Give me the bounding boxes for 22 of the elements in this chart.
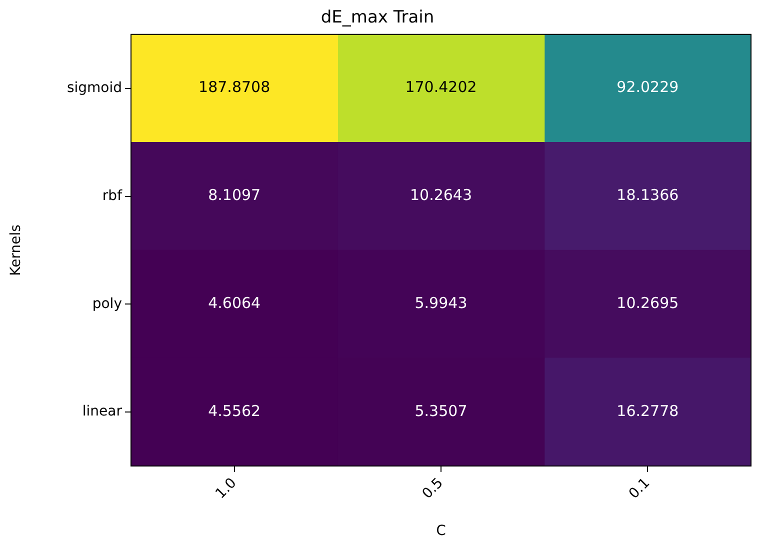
data-label: 5.3507 [414,402,468,420]
data-label: 187.8708 [198,78,270,96]
data-label: 16.2778 [616,402,679,420]
data-label: 10.2643 [410,186,472,204]
data-label: 4.5562 [208,402,261,420]
x-axis-title: C [436,523,446,540]
y-tick-label: poly [92,296,122,312]
y-tick-label: rbf [102,188,124,204]
y-tick-label: sigmoid [66,80,122,96]
data-label: 8.1097 [208,186,261,204]
y-tick-label: linear [82,404,122,420]
y-axis-title: Kernels [8,224,24,276]
data-label: 92.0229 [616,78,679,96]
chart-title: dE_max Train [320,8,434,28]
x-tick-label: 0.1 [626,475,654,502]
data-label: 170.4202 [405,78,477,96]
x-tick-label: 0.5 [419,475,446,502]
data-label: 10.2695 [616,294,679,312]
data-label: 4.6064 [208,294,261,312]
data-label: 5.9943 [414,294,468,312]
data-label: 18.1366 [616,186,679,204]
x-tick-label: 1.0 [212,475,240,502]
